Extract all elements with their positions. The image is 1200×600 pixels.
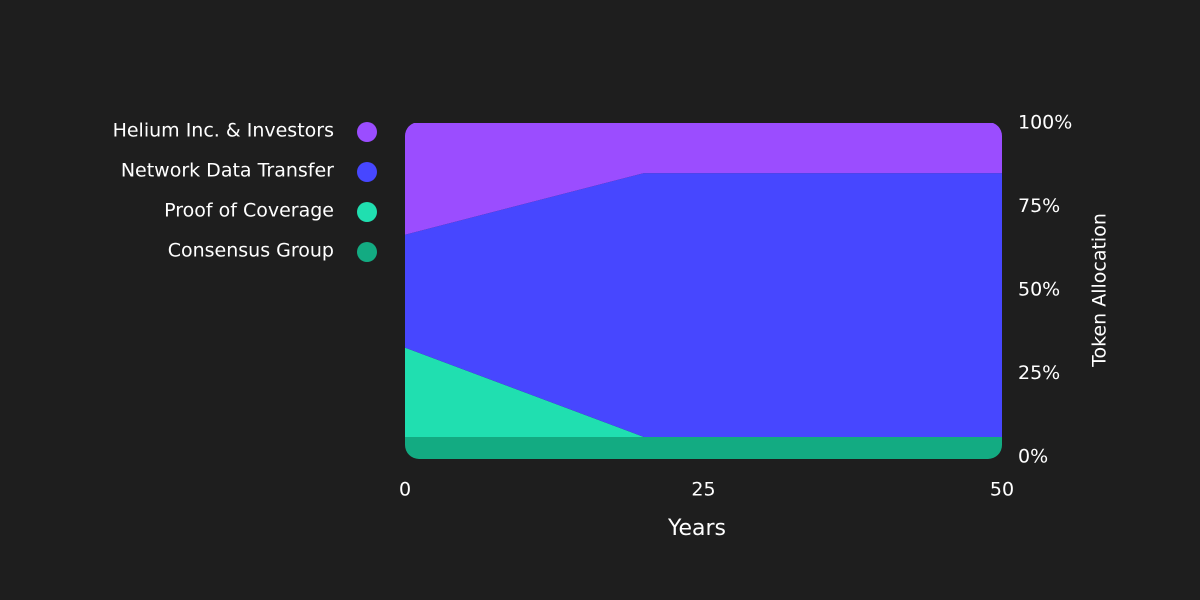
legend-label: Proof of Coverage [164, 200, 334, 222]
x-tick-label: 0 [399, 479, 411, 501]
y-tick-label: 50% [1018, 279, 1060, 301]
legend-swatch [357, 122, 377, 142]
area [405, 436, 1002, 459]
x-axis-title: Years [667, 516, 726, 541]
area [405, 340, 1002, 437]
legend-swatch [357, 242, 377, 262]
legend-swatch [357, 202, 377, 222]
legend-swatch [357, 162, 377, 182]
legend-label: Helium Inc. & Investors [113, 120, 334, 142]
y-tick-label: 75% [1018, 195, 1060, 217]
y-tick-label: 0% [1018, 446, 1048, 468]
area [405, 123, 1002, 240]
area [405, 173, 1002, 437]
x-tick-label: 50 [990, 479, 1014, 501]
y-axis-title: Token Allocation [1089, 213, 1111, 368]
y-tick-label: 100% [1018, 112, 1072, 134]
y-tick-label: 25% [1018, 362, 1060, 384]
legend-label: Consensus Group [168, 240, 334, 262]
legend-label: Network Data Transfer [121, 160, 334, 182]
plot-area [405, 123, 1002, 459]
x-tick-label: 25 [691, 479, 715, 501]
